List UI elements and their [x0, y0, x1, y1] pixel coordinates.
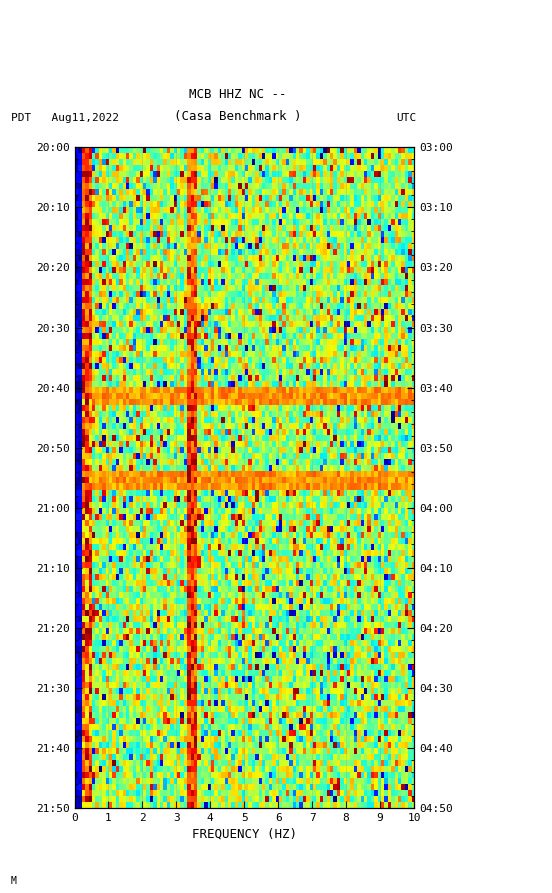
Text: USGS: USGS	[30, 16, 60, 29]
Text: ▶: ▶	[9, 18, 17, 28]
Text: M: M	[11, 876, 17, 886]
Text: MCB HHZ NC --: MCB HHZ NC --	[189, 88, 286, 101]
Text: PDT   Aug11,2022: PDT Aug11,2022	[11, 113, 119, 123]
Text: UTC: UTC	[396, 113, 417, 123]
X-axis label: FREQUENCY (HZ): FREQUENCY (HZ)	[192, 827, 297, 840]
Text: (Casa Benchmark ): (Casa Benchmark )	[174, 110, 301, 123]
